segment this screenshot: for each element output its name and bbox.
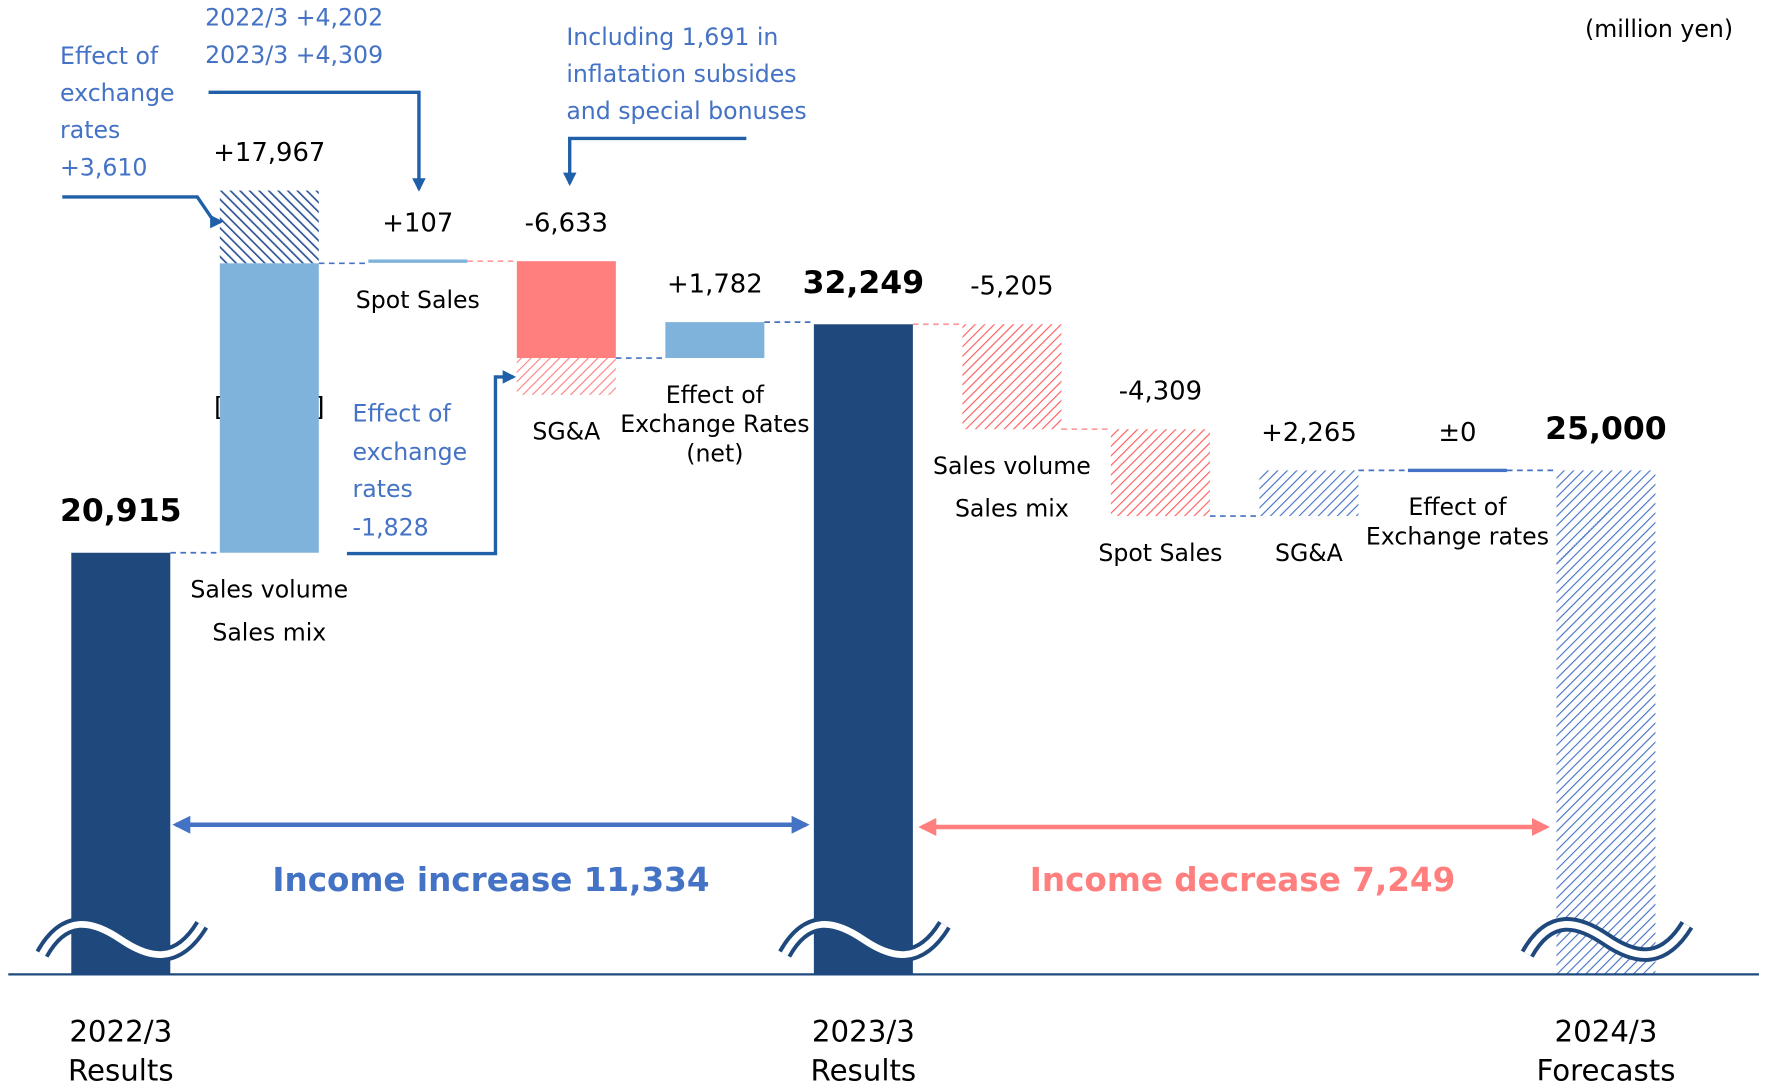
unit-label: (million yen) — [1585, 15, 1733, 43]
bar — [1407, 468, 1507, 473]
arrow — [62, 195, 224, 229]
note: -1,828 — [353, 513, 429, 541]
category-label: Sales volume — [933, 452, 1091, 480]
bar — [665, 322, 765, 359]
value-label: -4,309 — [1119, 377, 1202, 407]
category-label: 2023/3 — [812, 1014, 915, 1048]
category-label: Effect of — [1408, 493, 1507, 521]
note: exchange — [353, 438, 468, 466]
increase-label: Income increase 11,334 — [272, 861, 709, 899]
bar — [962, 324, 1062, 430]
value-label: +1,782 — [667, 269, 763, 299]
value-label: 32,249 — [803, 265, 925, 301]
axis-break — [781, 920, 948, 958]
category-label: SG&A — [532, 418, 600, 446]
category-label: Forecasts — [1536, 1054, 1675, 1088]
category-label: 2024/3 — [1555, 1014, 1658, 1048]
arrow — [346, 370, 517, 556]
category-label: Exchange rates — [1366, 522, 1549, 550]
bar-segment — [516, 261, 616, 359]
value-label: -6,633 — [525, 209, 608, 239]
arrow — [562, 136, 747, 187]
note: +3,610 — [60, 153, 147, 181]
value-label: -5,205 — [970, 272, 1053, 302]
category-label: (net) — [686, 439, 743, 467]
note: exchange — [60, 79, 175, 107]
axis-break — [1524, 920, 1690, 958]
total-bar — [71, 552, 171, 975]
value-label: +17,967 — [213, 138, 325, 168]
fx-segment — [219, 190, 319, 264]
value-label: +107 — [382, 209, 453, 239]
category-label: Spot Sales — [1098, 539, 1222, 567]
note: Effect of — [353, 400, 452, 428]
axis-break — [39, 920, 205, 958]
value-label: +2,265 — [1261, 418, 1357, 448]
bar-segment — [219, 263, 319, 553]
note: rates — [353, 475, 413, 503]
bar — [368, 259, 468, 263]
category-label: SG&A — [1275, 539, 1343, 567]
category-label: Results — [68, 1054, 174, 1088]
category-label: Sales mix — [955, 495, 1069, 523]
category-label: Sales mix — [212, 618, 326, 646]
category-label: Sales volume — [190, 575, 348, 603]
note: and special bonuses — [566, 97, 806, 125]
fx-segment — [516, 358, 616, 395]
note: inflatation subsides — [566, 60, 796, 88]
category-label: Exchange Rates — [620, 410, 809, 438]
note: 2022/3 +4,202 — [205, 4, 383, 32]
category-label: 2022/3 — [69, 1014, 172, 1048]
decrease-label: Income decrease 7,249 — [1030, 861, 1456, 899]
note: 2023/3 +4,309 — [205, 41, 383, 69]
category-label: Spot Sales — [356, 286, 480, 314]
value-label: ±0 — [1438, 418, 1476, 448]
value-label: 25,000 — [1545, 411, 1667, 447]
note: rates — [60, 116, 120, 144]
arrow — [208, 90, 426, 192]
note: Effect of — [60, 42, 159, 70]
bar — [1259, 470, 1359, 517]
bar — [1110, 429, 1210, 517]
category-label: Effect of — [666, 381, 765, 409]
total-bar — [813, 324, 913, 975]
total-bar — [1556, 470, 1656, 975]
value-label: 20,915 — [60, 493, 182, 529]
note: Including 1,691 in — [566, 23, 778, 51]
category-label: Results — [811, 1054, 917, 1088]
